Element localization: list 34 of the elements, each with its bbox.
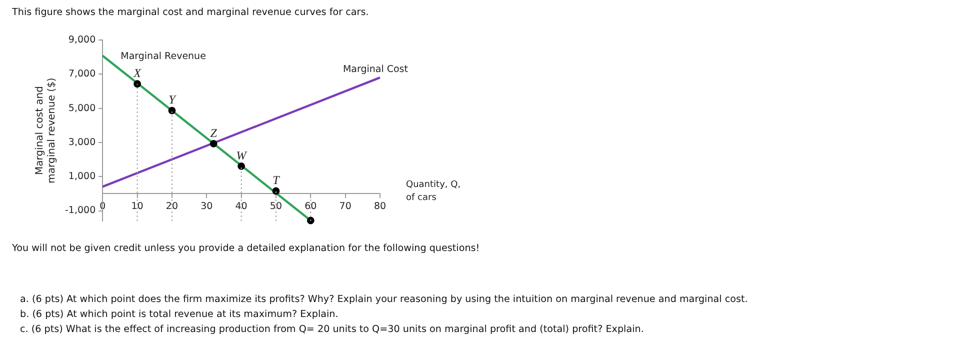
chart-title: This figure shows the marginal cost and marginal revenue curves for cars.: [12, 7, 369, 18]
y-tick-label: 5,000: [68, 102, 96, 114]
x-tick-label: 80: [374, 200, 386, 212]
y-tick-label: 7,000: [68, 68, 96, 80]
x-tick-label: 20: [166, 200, 178, 212]
x-tick-label: 70: [339, 200, 352, 212]
annotation: X: [132, 66, 142, 80]
text: b. (6 pts) At which point is total revenue at its maximum? Explain.: [20, 309, 338, 320]
y-tick-label: 3,000: [68, 136, 96, 148]
x-tick-label: 50: [270, 200, 282, 212]
annotation: T: [272, 173, 281, 188]
annotation: Y: [168, 92, 177, 107]
series-label: Marginal Cost: [342, 64, 408, 76]
y-axis-title: Marginal cost and marginal revenue ($): [34, 78, 58, 184]
annotation: Z: [210, 126, 218, 140]
point: [272, 187, 280, 195]
x-tick-label: 30: [200, 200, 213, 212]
y-tick-label: -1,000: [65, 205, 96, 216]
text: You will not be given credit unless you provide a detailed explanation for the following questions!: [12, 243, 480, 254]
series-label: Marginal Revenue: [120, 51, 206, 62]
x-axis-title: Quantity, Q, of cars: [406, 180, 461, 204]
x-tick-label: 40: [235, 200, 248, 212]
y-tick-label: 1,000: [68, 171, 96, 182]
text: a. (6 pts) At which point does the firm maximize its profits? Why? Explain your reasoning by using the intuition on marginal revenue and marginal cost.: [20, 294, 748, 305]
y-tick-label: 9,000: [68, 34, 96, 46]
point: [134, 80, 141, 88]
annotation: W: [236, 148, 248, 162]
point: [210, 140, 218, 148]
point: [238, 162, 246, 170]
point: [168, 106, 176, 114]
x-tick-label: 60: [304, 200, 317, 212]
x-tick-label: 10: [131, 200, 144, 212]
point: [306, 216, 314, 224]
text: c. (6 pts) What is the effect of increasing production from Q= 20 units to Q=30 units on marginal profit and (total) profit? Explain.: [20, 324, 644, 335]
